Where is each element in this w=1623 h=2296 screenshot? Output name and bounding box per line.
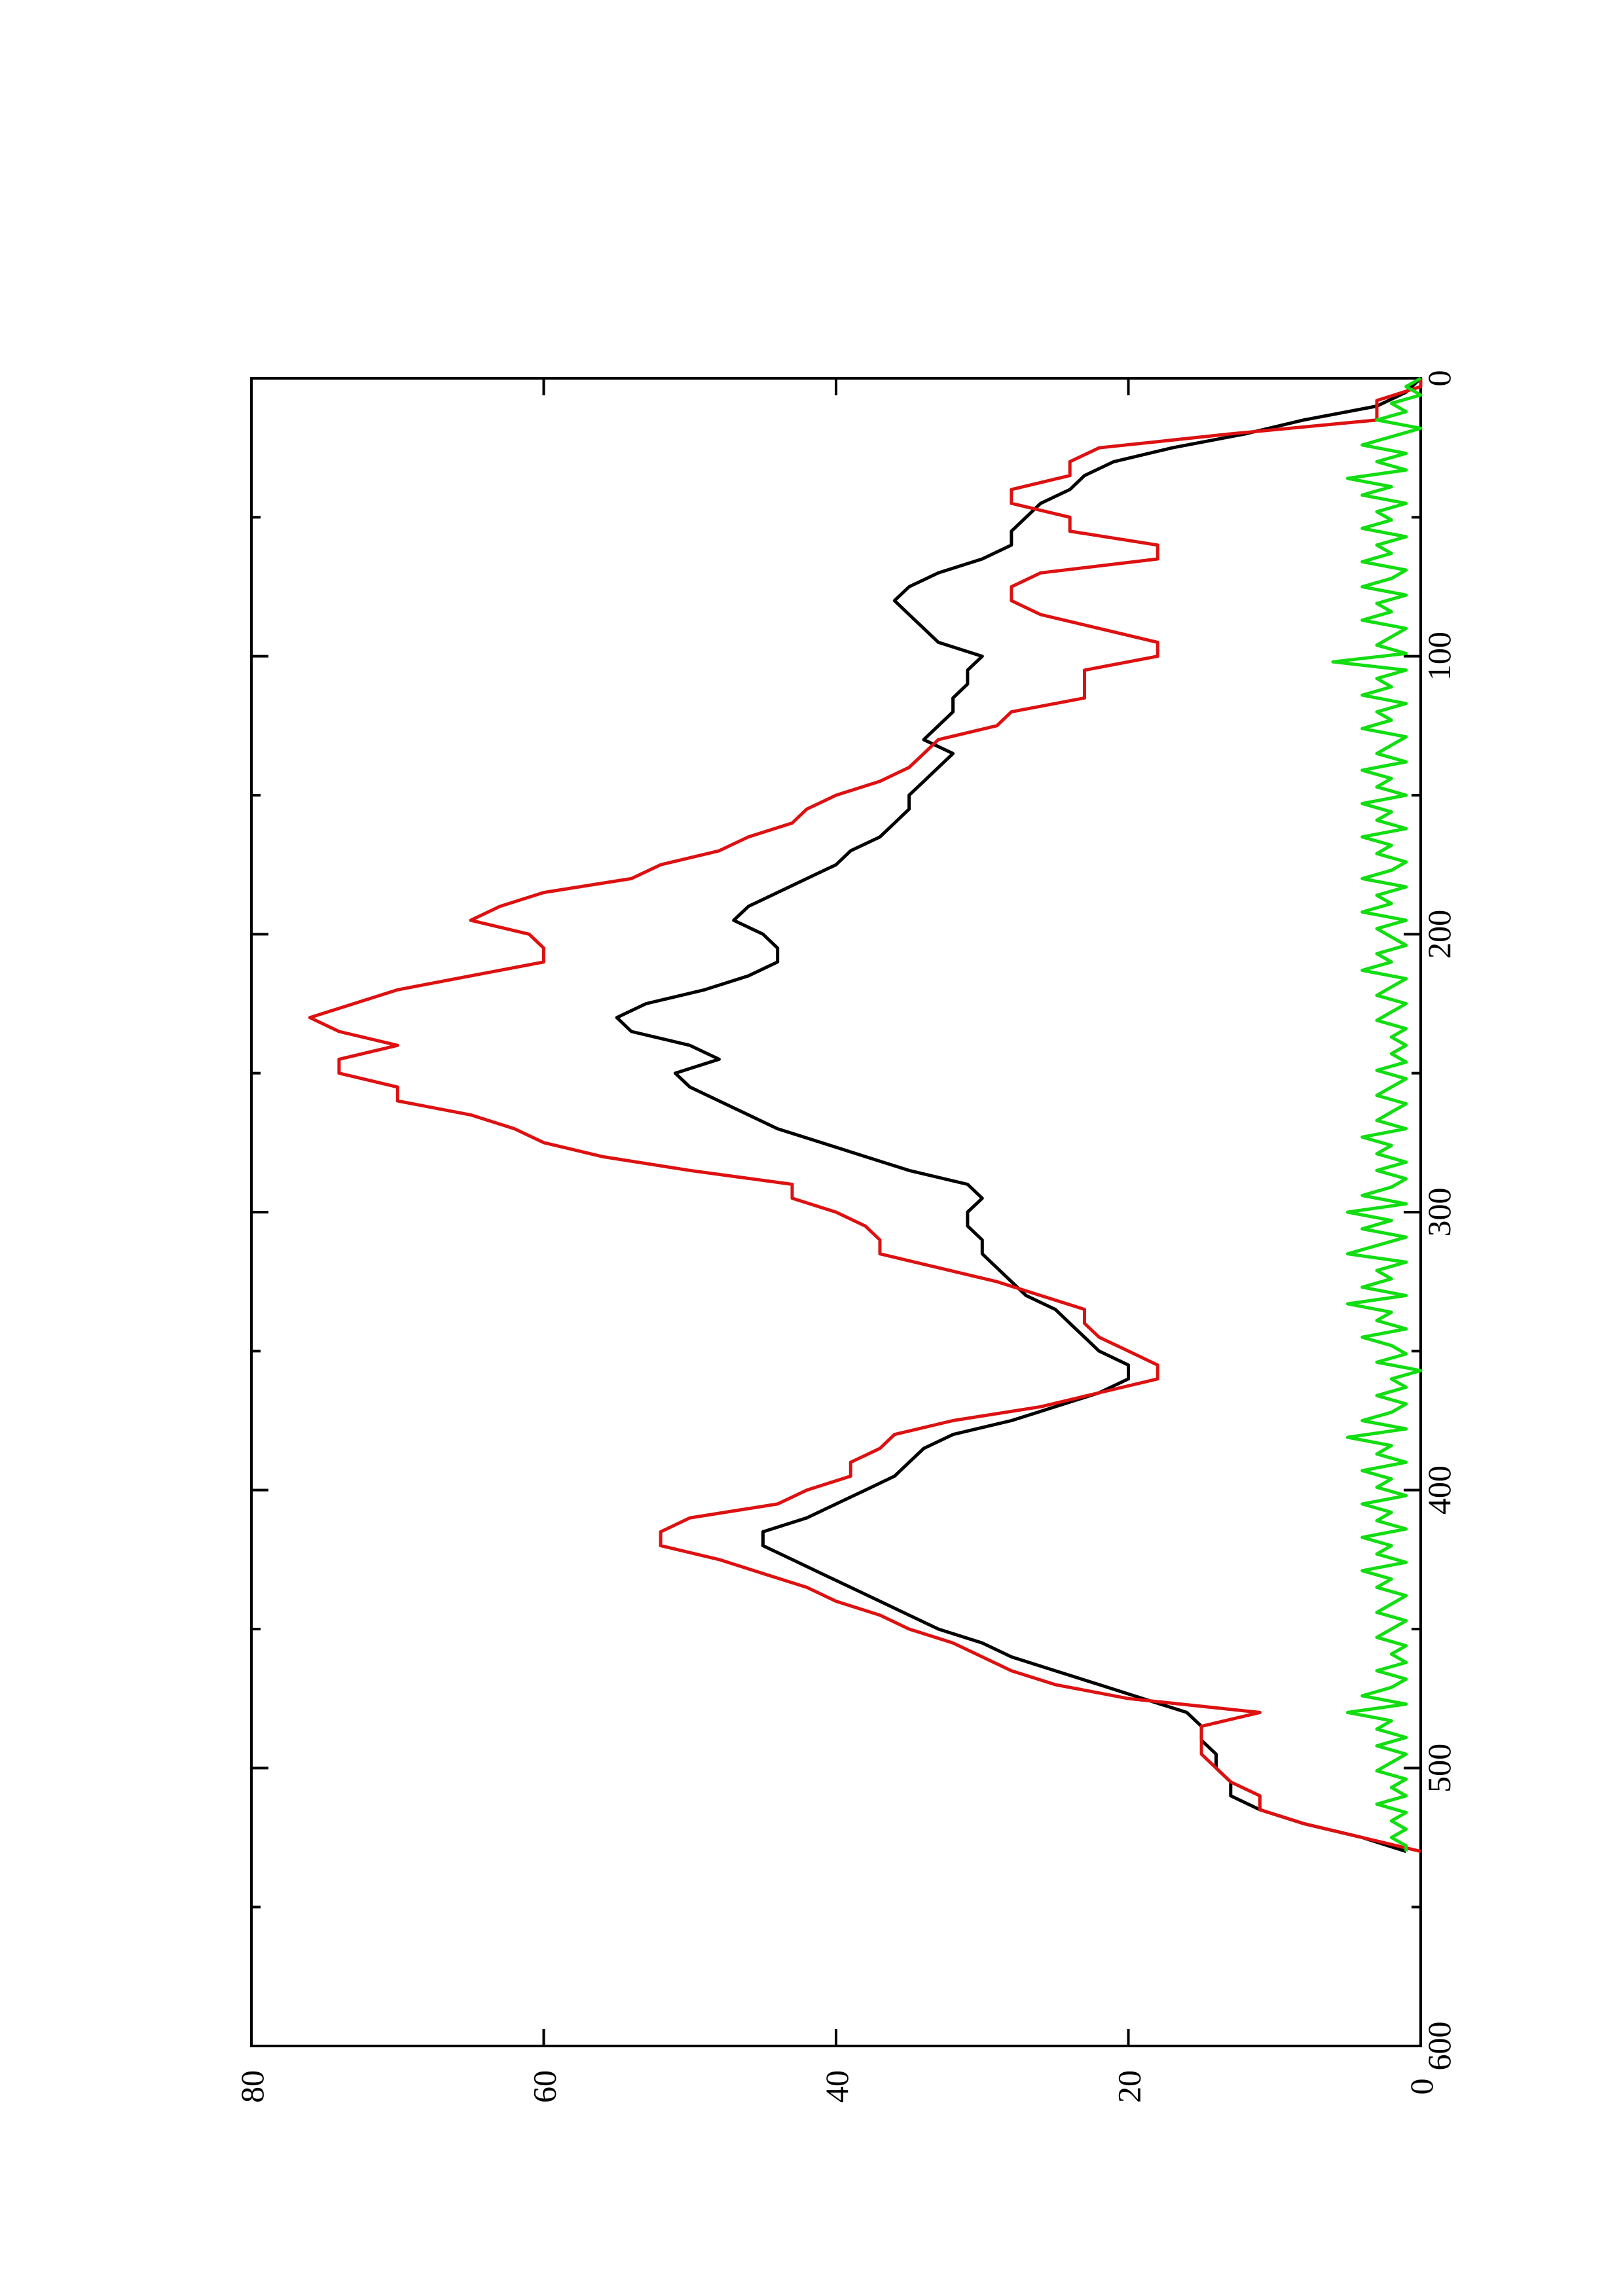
series-line-3 [1331,376,1423,1852]
tick-labels: 0 100 200 300 400 500 600 0 20 40 60 80 [234,370,1457,2104]
x-tick-label: 200 [1421,910,1457,959]
series-line-2 [308,378,1423,1854]
series-layer [308,376,1423,1854]
x-tick-label: 600 [1421,2022,1457,2071]
y-tick-label: 20 [1111,2070,1148,2103]
x-tick-label: 500 [1421,1744,1457,1793]
y-tick-label: 40 [818,2070,855,2103]
x-tick-label: 400 [1421,1465,1457,1515]
x-tick-label: 300 [1421,1188,1457,1237]
y-tick-label: 0 [1403,2079,1440,2095]
x-tick-label: 0 [1421,370,1457,387]
y-tick-label: 60 [526,2070,563,2103]
x-tick-label: 100 [1421,632,1457,681]
series-line-1 [615,377,1422,1854]
y-tick-label: 80 [234,2070,270,2103]
